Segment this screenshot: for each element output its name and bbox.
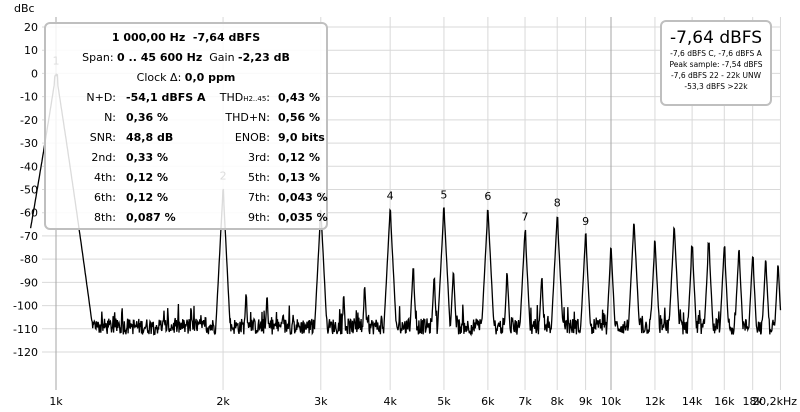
- stat-label: N+D:: [86, 91, 116, 104]
- gain-label: Gain: [209, 51, 235, 64]
- y-tick-label: 0: [31, 67, 38, 80]
- stat-value: 0,43 %: [278, 91, 320, 104]
- y-tick-label: -60: [20, 207, 38, 220]
- y-tick-label: -10: [20, 91, 38, 104]
- y-tick-label: 10: [24, 44, 38, 57]
- measurement-panel: 1 000,00 Hz -7,64 dBFS Span: 0 .. 45 600…: [44, 22, 328, 230]
- stat-value: 0,035 %: [278, 211, 328, 224]
- stat-label: 8th:: [94, 211, 116, 224]
- x-tick-label: 20,2kHz: [752, 395, 797, 408]
- x-tick-label: 18k: [742, 395, 763, 408]
- y-tick-label: -40: [20, 160, 38, 173]
- stat-label: THD+N:: [225, 111, 270, 124]
- clock-value: 0,0 ppm: [184, 71, 236, 84]
- stat-label: 2nd:: [91, 151, 116, 164]
- x-tick-label: 6k: [481, 395, 495, 408]
- span-label: Span:: [82, 51, 114, 64]
- stat-row: 2nd: 0,33 % 3rd: 0,12 %: [46, 151, 326, 171]
- x-tick-label: 7k: [518, 395, 532, 408]
- x-tick-label: 1k: [49, 395, 63, 408]
- x-tick-label: 14k: [682, 395, 703, 408]
- stat-label: 6th:: [94, 191, 116, 204]
- frequency-level-readout: 1 000,00 Hz -7,64 dBFS: [46, 31, 326, 44]
- level-main-readout: -7,64 dBFS: [669, 28, 763, 48]
- stat-row: SNR: 48,8 dB ENOB: 9,0 bits: [46, 131, 326, 151]
- clock-label: Clock Δ:: [136, 71, 182, 84]
- y-tick-label: -110: [13, 323, 38, 336]
- stat-row: 6th: 0,12 % 7th: 0,043 %: [46, 191, 328, 211]
- spectrum-line: [29, 73, 782, 337]
- spectrum-trace: [29, 73, 782, 337]
- stat-label: 4th:: [94, 171, 116, 184]
- stat-value: 0,12 %: [278, 151, 320, 164]
- harmonic-label: 7: [522, 211, 529, 224]
- y-tick-label: -90: [20, 276, 38, 289]
- frequency-value: 1 000,00 Hz: [111, 31, 186, 44]
- x-tick-label: 16k: [714, 395, 735, 408]
- stat-value: -54,1 dBFS A: [126, 91, 206, 104]
- stat-label: N:: [104, 111, 116, 124]
- stat-label: 7th:: [248, 191, 270, 204]
- y-tick-label: -120: [13, 346, 38, 359]
- y-tick-label: -100: [13, 300, 38, 313]
- stat-label: 9th:: [248, 211, 270, 224]
- stat-value: 9,0 bits: [278, 131, 325, 144]
- level-detail-4: -53,3 dBFS >22k: [684, 82, 748, 91]
- stat-row: N: 0,36 % THD+N: 0,56 %: [46, 111, 326, 131]
- level-detail-2: Peak sample: -7,54 dBFS: [669, 60, 763, 69]
- stat-value: 0,043 %: [278, 191, 328, 204]
- clock-readout: Clock Δ: 0,0 ppm: [46, 71, 326, 84]
- x-tick-label: 5k: [437, 395, 451, 408]
- x-tick-label: 8k: [551, 395, 565, 408]
- stat-value: 0,56 %: [278, 111, 320, 124]
- harmonic-label: 8: [554, 197, 561, 210]
- stat-value: 0,12 %: [126, 191, 168, 204]
- span-value: 0 .. 45 600 Hz: [117, 51, 203, 64]
- x-tick-label: 10k: [601, 395, 622, 408]
- x-tick-label: 2k: [216, 395, 230, 408]
- stat-label: 5th:: [248, 171, 270, 184]
- stat-label: THDH2..45:: [219, 91, 270, 104]
- stat-value: 0,13 %: [278, 171, 320, 184]
- stat-label: 3rd:: [247, 151, 270, 164]
- stat-value: 48,8 dB: [126, 131, 174, 144]
- stat-value: 0,12 %: [126, 171, 168, 184]
- y-tick-label: 20: [24, 21, 38, 34]
- y-tick-label: -20: [20, 114, 38, 127]
- x-tick-label: 9k: [579, 395, 593, 408]
- harmonic-label: 5: [440, 188, 447, 201]
- stat-row: 4th: 0,12 % 5th: 0,13 %: [46, 171, 326, 191]
- stat-row: 8th: 0,087 % 9th: 0,035 %: [46, 211, 328, 231]
- y-tick-label: -70: [20, 230, 38, 243]
- stat-row: N+D: -54,1 dBFS A THDH2..45: 0,43 %: [46, 91, 326, 111]
- stat-value: 0,087 %: [126, 211, 176, 224]
- y-tick-label: -30: [20, 137, 38, 150]
- level-value: -7,64 dBFS: [192, 31, 261, 44]
- stat-value: 0,33 %: [126, 151, 168, 164]
- gain-value: -2,23 dB: [238, 51, 290, 64]
- harmonic-label: 9: [582, 215, 589, 228]
- span-gain-readout: Span: 0 .. 45 600 Hz Gain -2,23 dB: [46, 51, 326, 64]
- stat-value: 0,36 %: [126, 111, 168, 124]
- level-detail-3: -7,6 dBFS 22 - 22k UNW: [670, 71, 762, 80]
- stat-label: SNR:: [89, 131, 116, 144]
- y-tick-label: -80: [20, 253, 38, 266]
- y-axis-ticks: 20 10 0 -10 -20 -30 -40 -50 -60 -70 -80 -90 -100 -110…: [13, 21, 38, 359]
- y-axis-unit-label: dBc: [14, 2, 35, 15]
- x-tick-label: 3k: [314, 395, 328, 408]
- level-detail-1: -7,6 dBFS C, -7,6 dBFS A: [670, 49, 762, 58]
- harmonic-label: 4: [387, 190, 394, 203]
- x-tick-label: 12k: [645, 395, 666, 408]
- harmonic-label: 6: [484, 190, 491, 203]
- y-tick-label: -50: [20, 184, 38, 197]
- level-panel: -7,64 dBFS -7,6 dBFS C, -7,6 dBFS A Peak…: [660, 20, 772, 106]
- stat-label: ENOB:: [234, 131, 270, 144]
- x-tick-label: 4k: [383, 395, 397, 408]
